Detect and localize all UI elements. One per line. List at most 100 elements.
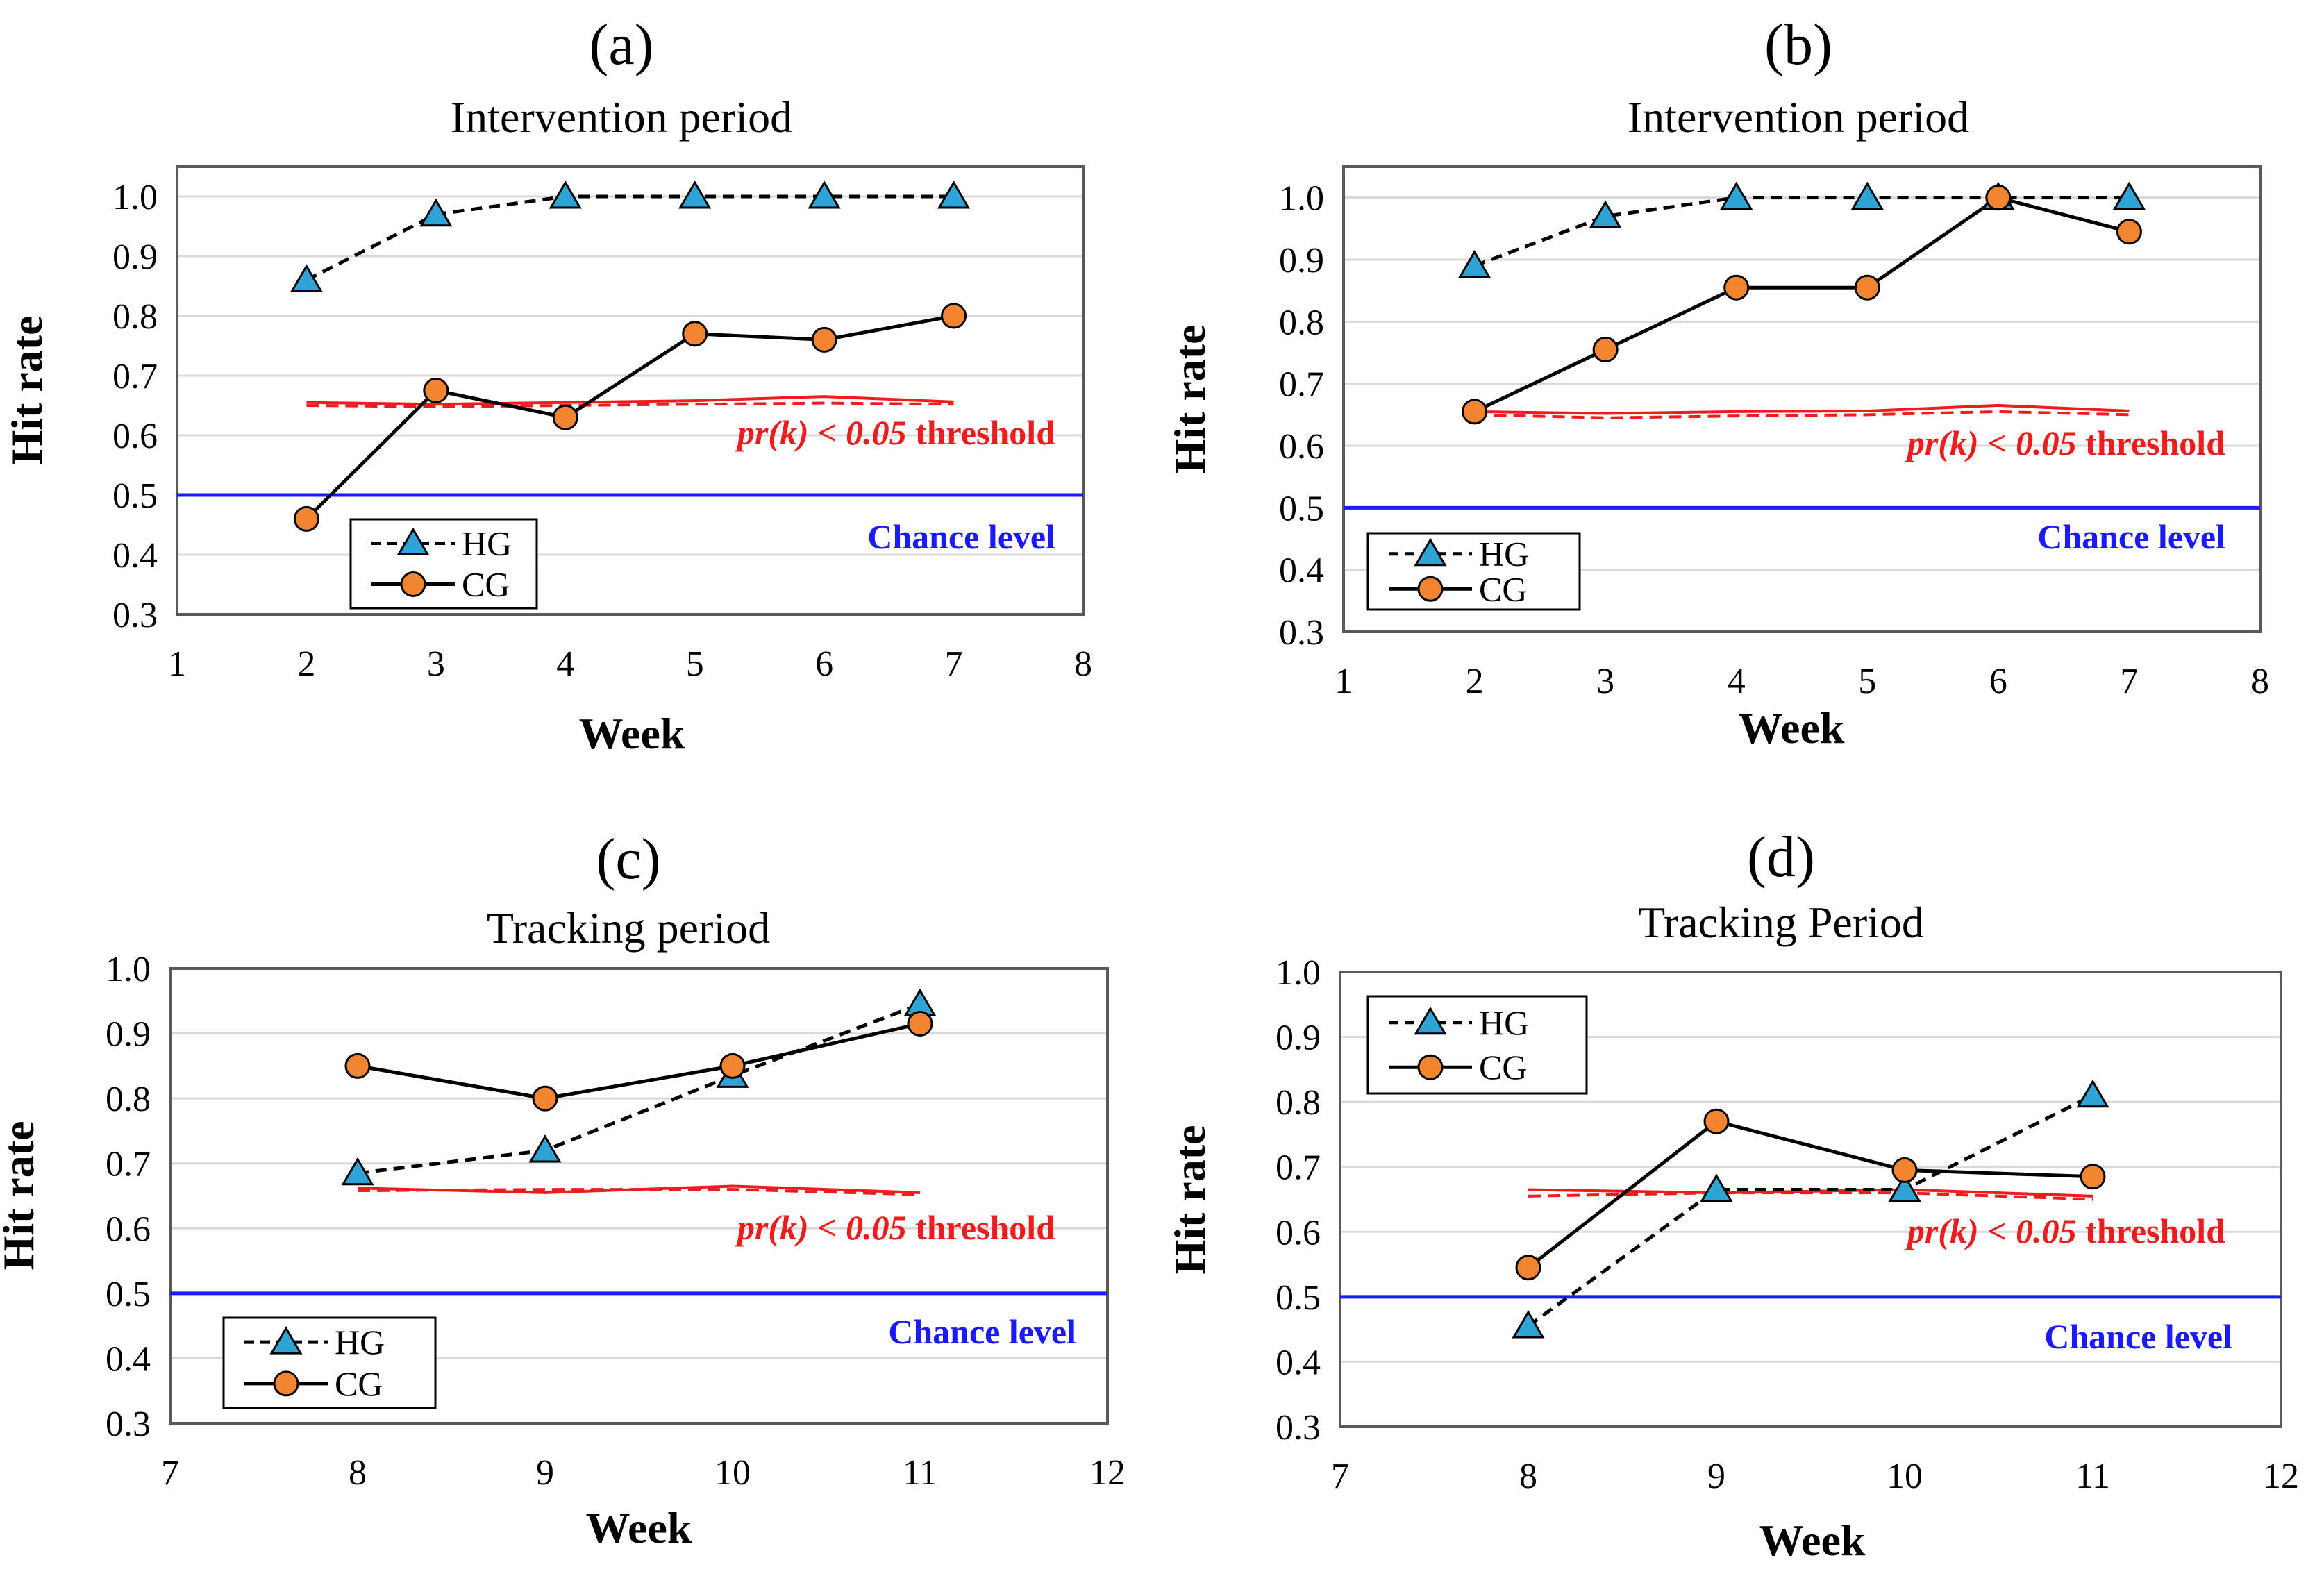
y-tick-label: 0.5	[1276, 1278, 1321, 1318]
x-tick-label: 12	[2263, 1457, 2299, 1496]
chart-panel-d: (d) Tracking Period 0.3 0.4 0.5 0.6 0.7 0.8 0.9 1…	[1165, 825, 2299, 1565]
threshold-line-dashed	[1528, 1191, 2093, 1201]
data-point-cg	[941, 303, 967, 329]
data-point-hg	[2076, 1079, 2109, 1108]
threshold-label-text: threshold	[907, 413, 1056, 452]
chart-panel-c: (c) Tracking period 0.3 0.4 0.5 0.6 0.7 0.8 0.9 1…	[0, 827, 1126, 1552]
plot-frame	[176, 165, 1085, 616]
legend-marker-cg	[1417, 576, 1444, 602]
data-point-cg	[811, 326, 837, 353]
data-point-cg	[1985, 185, 2012, 211]
chance-label: Chance level	[867, 517, 1055, 556]
y-tick-label: 0.6	[106, 1209, 151, 1249]
y-tick-label: 0.8	[106, 1080, 151, 1119]
plot-frame	[169, 967, 1109, 1425]
y-tick-label: 0.6	[1276, 1213, 1321, 1252]
series-line-hg	[1527, 1093, 2094, 1327]
data-point-hg	[1700, 1173, 1733, 1202]
series-line-cg	[1527, 1119, 2093, 1269]
x-tick-label: 7	[1331, 1457, 1349, 1496]
x-tick-label: 9	[1707, 1457, 1725, 1496]
legend-box	[1366, 995, 1588, 1095]
x-tick-label: 2	[297, 644, 315, 684]
legend-label-cg: CG	[462, 564, 510, 603]
data-point-cg	[682, 321, 708, 347]
x-axis-label: Week	[586, 1503, 692, 1552]
y-tick-label: 0.5	[106, 1275, 151, 1314]
legend-label-cg: CG	[1479, 569, 1527, 608]
legend-label-cg: CG	[1479, 1048, 1527, 1087]
y-axis-label: Hit rate	[1165, 325, 1214, 474]
plot-frame	[1342, 165, 2262, 633]
y-tick-label: 0.7	[1279, 365, 1324, 405]
threshold-label: pr(k) < 0.05 threshold	[1905, 1212, 2225, 1250]
data-point-cg	[907, 1011, 933, 1037]
threshold-line	[306, 395, 954, 406]
x-tick-label: 8	[1074, 644, 1092, 684]
y-tick-label: 0.6	[112, 417, 158, 456]
y-tick-label: 1.0	[1276, 953, 1321, 993]
series-line-cg	[357, 1022, 921, 1100]
data-point-cg	[2116, 219, 2142, 245]
threshold-label-formula: pr(k) < 0.05	[1905, 424, 2077, 462]
data-point-cg	[1515, 1255, 1541, 1281]
panel-label: (a)	[589, 12, 653, 77]
data-point-hg	[1850, 181, 1884, 210]
legend-label-hg: HG	[1479, 535, 1529, 573]
threshold-label: pr(k) < 0.05 threshold	[1905, 424, 2225, 462]
data-point-cg	[1703, 1108, 1730, 1134]
data-point-hg	[419, 198, 453, 227]
threshold-line	[357, 1184, 921, 1194]
legend-marker-cg	[273, 1370, 299, 1397]
data-point-cg	[293, 505, 319, 532]
x-tick-label: 8	[1519, 1457, 1537, 1496]
panel-label: (c)	[596, 827, 660, 891]
legend-marker-cg	[1417, 1054, 1444, 1080]
legend-box	[222, 1316, 437, 1409]
x-tick-label: 5	[686, 644, 704, 684]
threshold-line-dashed	[1474, 410, 2130, 419]
data-point-hg	[937, 181, 971, 209]
series-line-hg	[306, 194, 954, 282]
y-tick-label: 0.4	[1276, 1343, 1321, 1382]
data-point-hg	[1512, 1309, 1545, 1339]
data-point-cg	[552, 404, 578, 430]
x-tick-label: 3	[427, 644, 445, 684]
threshold-label-text: threshold	[2077, 424, 2226, 462]
y-tick-label: 0.8	[112, 297, 158, 337]
y-tick-label: 0.3	[112, 596, 158, 635]
x-axis-label: Week	[1759, 1516, 1866, 1565]
data-point-cg	[1592, 337, 1619, 363]
x-tick-label: 11	[2075, 1457, 2110, 1496]
data-point-hg	[1589, 200, 1622, 228]
data-point-cg	[344, 1053, 371, 1079]
data-point-hg	[808, 181, 841, 209]
data-point-cg	[1723, 274, 1750, 301]
x-tick-label: 10	[714, 1453, 751, 1493]
series-line-hg	[1473, 196, 2130, 268]
y-tick-label: 0.7	[1276, 1148, 1321, 1188]
chance-label: Chance level	[2044, 1317, 2232, 1356]
data-point-hg	[341, 1157, 374, 1186]
data-point-hg	[290, 264, 324, 292]
data-point-hg	[528, 1134, 562, 1163]
threshold-label: pr(k) < 0.05 threshold	[735, 1208, 1055, 1247]
data-point-cg	[423, 378, 449, 403]
y-tick-label: 1.0	[112, 178, 158, 217]
y-tick-label: 1.0	[106, 950, 151, 989]
y-tick-label: 0.7	[106, 1145, 151, 1184]
threshold-line	[1474, 403, 2130, 415]
legend-box	[1366, 532, 1581, 611]
x-tick-label: 4	[556, 644, 574, 684]
legend-marker-hg	[396, 527, 430, 556]
legend-label-hg: HG	[1479, 1003, 1529, 1042]
chart-title: Tracking Period	[1638, 898, 1924, 947]
threshold-label-text: threshold	[2077, 1212, 2226, 1250]
threshold-label-formula: pr(k) < 0.05	[735, 1208, 907, 1247]
y-tick-label: 0.4	[106, 1339, 151, 1379]
threshold-label-text: threshold	[907, 1208, 1056, 1247]
x-tick-label: 8	[2251, 662, 2269, 701]
x-tick-label: 6	[815, 644, 833, 684]
x-tick-label: 9	[536, 1453, 554, 1493]
data-point-cg	[2080, 1164, 2106, 1190]
